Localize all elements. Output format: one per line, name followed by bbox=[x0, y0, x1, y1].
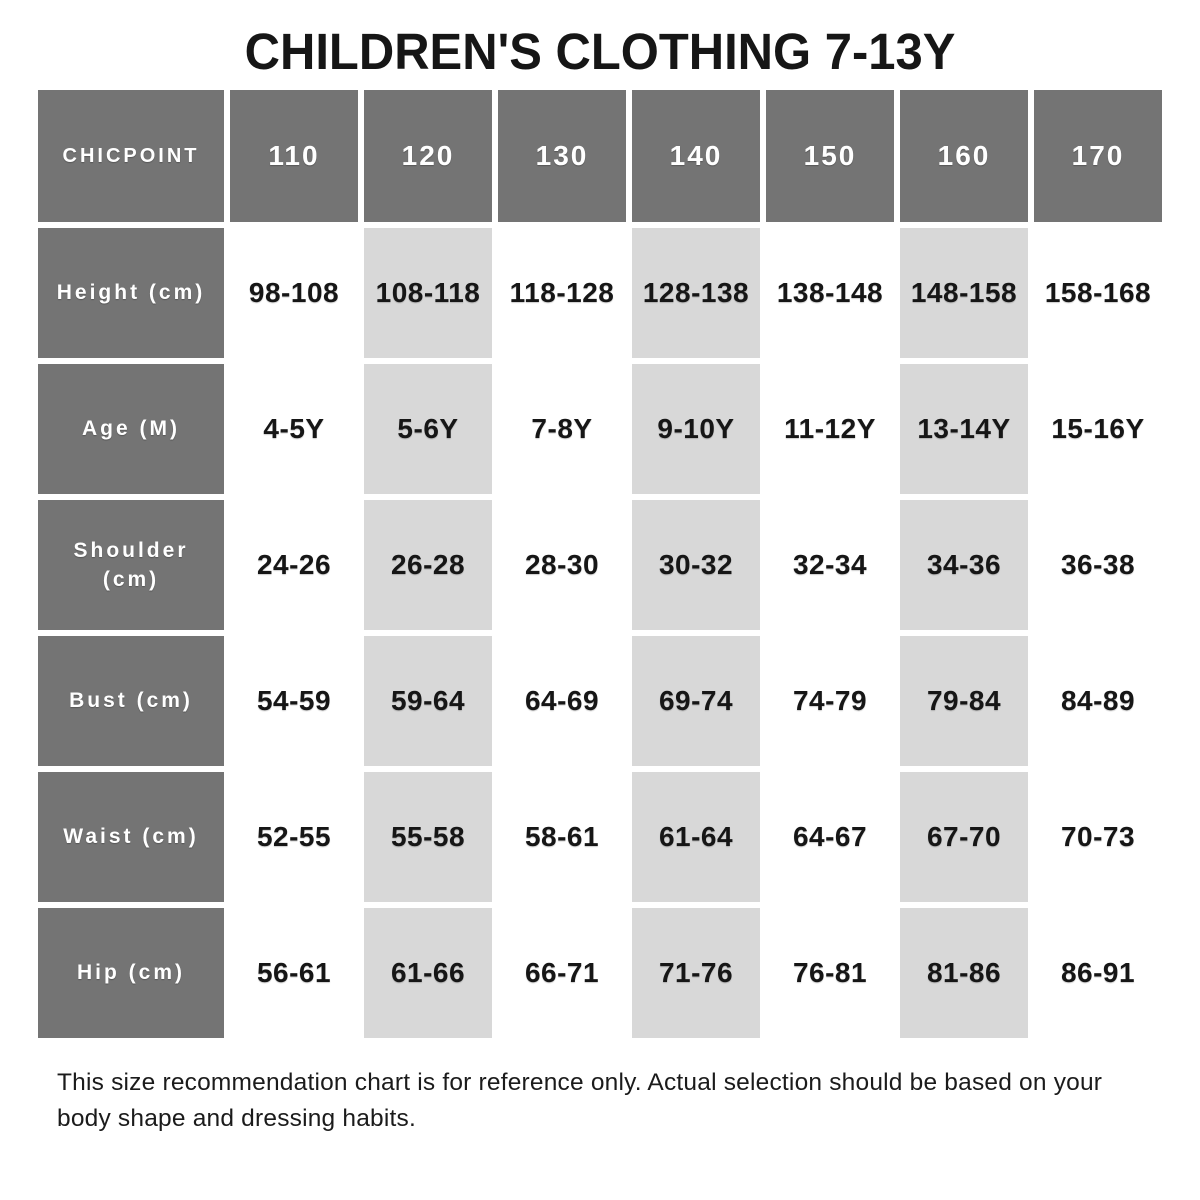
size-header-cell: 120 bbox=[364, 90, 492, 222]
size-header-cell: 110 bbox=[230, 90, 358, 222]
value-cell: 81-86 bbox=[900, 908, 1028, 1038]
value-cell: 28-30 bbox=[498, 500, 626, 630]
footer-note: This size recommendation chart is for re… bbox=[57, 1068, 1103, 1133]
value-cell: 7-8Y bbox=[498, 364, 626, 494]
value-cell: 118-128 bbox=[498, 228, 626, 358]
value-cell: 26-28 bbox=[364, 500, 492, 630]
size-header-cell: 130 bbox=[498, 90, 626, 222]
row-label-cell: Age (M) bbox=[38, 364, 224, 494]
value-cell: 138-148 bbox=[766, 228, 894, 358]
value-cell: 148-158 bbox=[900, 228, 1028, 358]
value-cell: 9-10Y bbox=[632, 364, 760, 494]
value-cell: 58-61 bbox=[498, 772, 626, 902]
value-cell: 5-6Y bbox=[364, 364, 492, 494]
value-cell: 61-64 bbox=[632, 772, 760, 902]
value-cell: 13-14Y bbox=[900, 364, 1028, 494]
value-cell: 69-74 bbox=[632, 636, 760, 766]
value-cell: 108-118 bbox=[364, 228, 492, 358]
page-title: CHILDREN'S CLOTHING 7-13Y bbox=[244, 23, 956, 80]
size-header-cell: 150 bbox=[766, 90, 894, 222]
value-cell: 86-91 bbox=[1034, 908, 1162, 1038]
value-cell: 34-36 bbox=[900, 500, 1028, 630]
value-cell: 84-89 bbox=[1034, 636, 1162, 766]
value-cell: 32-34 bbox=[766, 500, 894, 630]
value-cell: 128-138 bbox=[632, 228, 760, 358]
value-cell: 74-79 bbox=[766, 636, 894, 766]
brand-header-cell: CHICPOINT bbox=[38, 90, 224, 222]
value-cell: 70-73 bbox=[1034, 772, 1162, 902]
value-cell: 36-38 bbox=[1034, 500, 1162, 630]
value-cell: 30-32 bbox=[632, 500, 760, 630]
row-label-cell: Waist (cm) bbox=[38, 772, 224, 902]
value-cell: 67-70 bbox=[900, 772, 1028, 902]
value-cell: 56-61 bbox=[230, 908, 358, 1038]
value-cell: 64-69 bbox=[498, 636, 626, 766]
value-cell: 66-71 bbox=[498, 908, 626, 1038]
size-header-cell: 140 bbox=[632, 90, 760, 222]
size-header-cell: 170 bbox=[1034, 90, 1162, 222]
size-header-cell: 160 bbox=[900, 90, 1028, 222]
row-label-cell: Hip (cm) bbox=[38, 908, 224, 1038]
value-cell: 76-81 bbox=[766, 908, 894, 1038]
value-cell: 15-16Y bbox=[1034, 364, 1162, 494]
row-label-cell: Bust (cm) bbox=[38, 636, 224, 766]
value-cell: 79-84 bbox=[900, 636, 1028, 766]
size-chart-table: CHICPOINT 110 120 130 140 150 160 170 Height (cm… bbox=[38, 90, 1162, 1038]
value-cell: 71-76 bbox=[632, 908, 760, 1038]
value-cell: 24-26 bbox=[230, 500, 358, 630]
value-cell: 98-108 bbox=[230, 228, 358, 358]
value-cell: 52-55 bbox=[230, 772, 358, 902]
value-cell: 61-66 bbox=[364, 908, 492, 1038]
value-cell: 4-5Y bbox=[230, 364, 358, 494]
value-cell: 59-64 bbox=[364, 636, 492, 766]
value-cell: 11-12Y bbox=[766, 364, 894, 494]
value-cell: 64-67 bbox=[766, 772, 894, 902]
row-label-cell: Height (cm) bbox=[38, 228, 224, 358]
value-cell: 54-59 bbox=[230, 636, 358, 766]
row-label-cell: Shoulder (cm) bbox=[38, 500, 224, 630]
value-cell: 158-168 bbox=[1034, 228, 1162, 358]
value-cell: 55-58 bbox=[364, 772, 492, 902]
